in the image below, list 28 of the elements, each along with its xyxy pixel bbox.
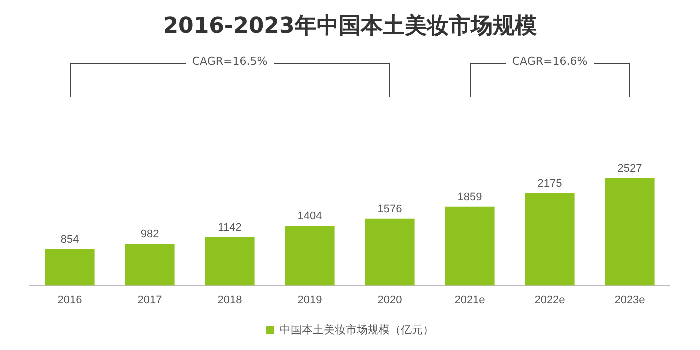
data-label: 1859 (458, 191, 482, 204)
data-label: 1576 (378, 203, 402, 216)
bar (525, 193, 575, 286)
data-label: 2527 (618, 163, 642, 176)
x-tick-label: 2019 (298, 294, 322, 306)
x-tick-label: 2018 (218, 294, 242, 306)
bar (285, 226, 335, 286)
bar (45, 250, 95, 286)
x-tick-label: 2017 (138, 294, 162, 306)
text: CAGR=16.5% (186, 55, 274, 68)
text: CAGR=16.6% (506, 55, 594, 68)
data-label: 1142 (218, 222, 242, 234)
bar (445, 206, 495, 286)
bar (125, 244, 175, 286)
legend-label: 中国本土美妆市场规模（亿元） (280, 323, 434, 336)
chart-title: 2016-2023年中国本土美妆市场规模 (163, 12, 537, 39)
bar (205, 237, 255, 286)
x-tick-label: 2021e (454, 294, 486, 306)
x-tick-label: 2023e (614, 294, 646, 306)
data-label: 1404 (298, 210, 322, 223)
data-label: 854 (60, 234, 80, 246)
data-label: 982 (140, 228, 160, 241)
bar (365, 218, 415, 286)
x-tick-label: 2022e (534, 294, 566, 306)
x-tick-label: 2020 (378, 294, 402, 306)
bar (605, 178, 655, 286)
x-tick-label: 2016 (58, 294, 82, 306)
data-label: 2175 (538, 178, 562, 190)
